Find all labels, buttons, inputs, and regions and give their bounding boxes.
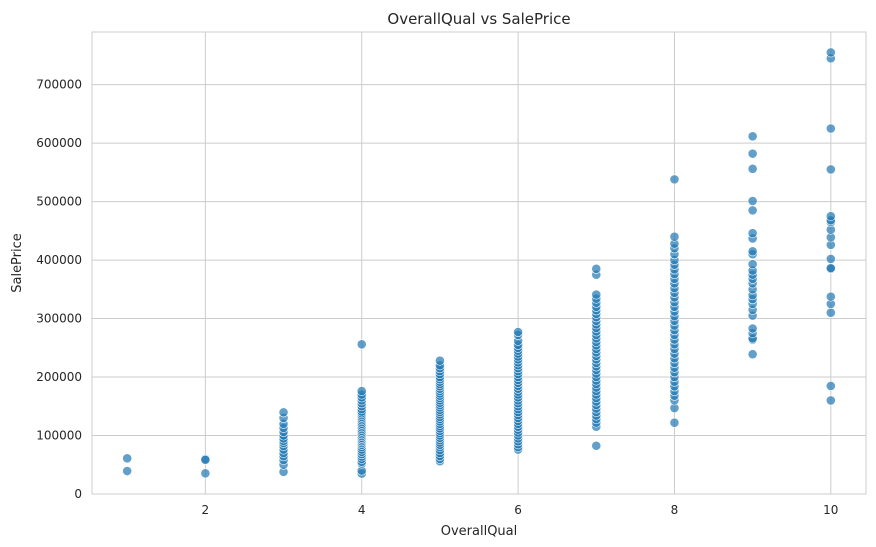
data-point (669, 231, 680, 242)
x-tick-label: 4 (358, 503, 366, 517)
data-point (122, 453, 133, 464)
data-point (122, 466, 133, 476)
data-point (747, 246, 758, 257)
data-point (825, 123, 836, 134)
data-point (825, 254, 836, 264)
data-point (200, 468, 211, 479)
y-tick-label: 300000 (36, 312, 82, 326)
data-point (200, 454, 211, 465)
data-point (669, 174, 680, 185)
data-point (591, 289, 602, 300)
data-point (747, 323, 758, 334)
x-tick-label: 10 (823, 503, 838, 517)
points (122, 47, 836, 479)
data-point (278, 407, 289, 418)
x-tick-label: 8 (671, 503, 679, 517)
plot-area (91, 31, 867, 495)
data-point (825, 164, 836, 175)
data-point (356, 339, 367, 350)
y-tick-label: 600000 (36, 136, 82, 150)
data-point (591, 440, 602, 451)
data-point (747, 131, 758, 142)
data-point (747, 196, 758, 206)
data-point (747, 259, 758, 270)
y-tick-label: 700000 (36, 78, 82, 92)
data-point (825, 263, 836, 274)
y-tick-label: 0 (74, 487, 82, 501)
data-point (591, 263, 602, 274)
data-point (825, 291, 836, 302)
x-tick-label: 2 (202, 503, 210, 517)
data-point (435, 355, 445, 366)
data-point (825, 307, 836, 318)
data-point (825, 395, 836, 406)
y-tick-label: 400000 (36, 253, 82, 267)
chart-title: OverallQual vs SalePrice (387, 10, 570, 28)
data-point (747, 163, 758, 174)
data-point (825, 211, 836, 222)
data-point (747, 148, 758, 159)
data-point (669, 417, 680, 428)
data-point (356, 386, 367, 396)
data-point (747, 205, 758, 216)
y-tick-label: 200000 (36, 370, 82, 384)
data-point (747, 228, 758, 239)
y-ticks: 0 100000 200000 300000 400000 500000 600000 700… (36, 78, 82, 501)
x-ticks: 2 4 6 8 10 (202, 503, 839, 517)
x-axis-label: OverallQual (441, 524, 518, 539)
data-point (825, 381, 836, 391)
y-tick-label: 500000 (36, 195, 82, 209)
data-point (747, 349, 758, 360)
data-point (825, 47, 836, 58)
x-tick-label: 6 (514, 503, 522, 517)
y-tick-label: 100000 (36, 429, 82, 443)
y-axis-label: SalePrice (10, 233, 25, 293)
data-point (513, 327, 523, 337)
